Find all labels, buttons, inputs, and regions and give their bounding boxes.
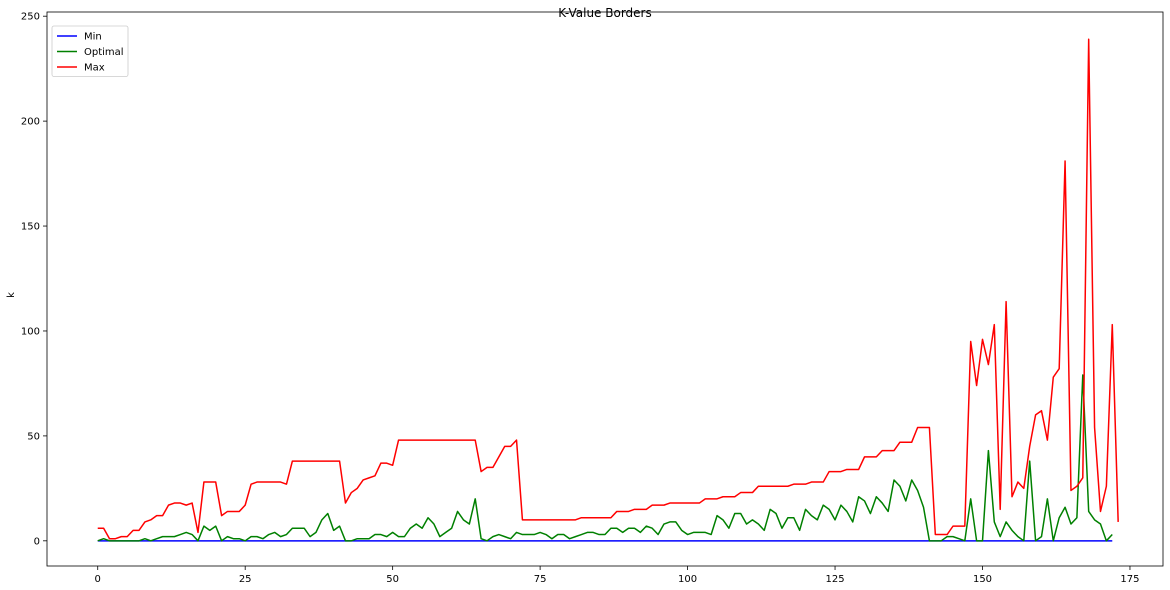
- y-axis-ticks: 0 50 100 150 200 250: [21, 12, 47, 547]
- x-tick-label: 175: [1120, 574, 1139, 585]
- plot-background: [47, 12, 1163, 566]
- x-tick-label: 25: [239, 574, 252, 585]
- series-lines: [97, 38, 1119, 542]
- y-tick-label: 150: [21, 222, 40, 233]
- legend: Min Optimal Max: [51, 25, 129, 77]
- x-tick-label: 0: [95, 574, 101, 585]
- chart-title: K-Value Borders: [558, 6, 652, 20]
- x-tick-label: 50: [386, 574, 399, 585]
- x-tick-label: 150: [973, 574, 992, 585]
- y-tick-label: 0: [34, 536, 40, 547]
- x-tick-label: 75: [534, 574, 547, 585]
- series-line-max: [97, 38, 1119, 540]
- legend-label-min: Min: [84, 32, 102, 43]
- plot-frame: [46, 11, 1164, 567]
- x-tick-label: 100: [678, 574, 697, 585]
- y-tick-label: 100: [21, 326, 40, 337]
- legend-label-optimal: Optimal: [84, 47, 124, 58]
- series-line-optimal: [97, 374, 1113, 542]
- x-axis-ticks: 0 25 50 75 100 125 150 175: [95, 566, 1140, 585]
- legend-label-max: Max: [84, 63, 105, 74]
- y-tick-label: 50: [27, 431, 40, 442]
- x-tick-label: 125: [825, 574, 844, 585]
- y-tick-label: 250: [21, 12, 40, 23]
- legend-box: [51, 25, 129, 77]
- y-axis-label: k: [6, 292, 17, 298]
- y-tick-label: 200: [21, 117, 40, 128]
